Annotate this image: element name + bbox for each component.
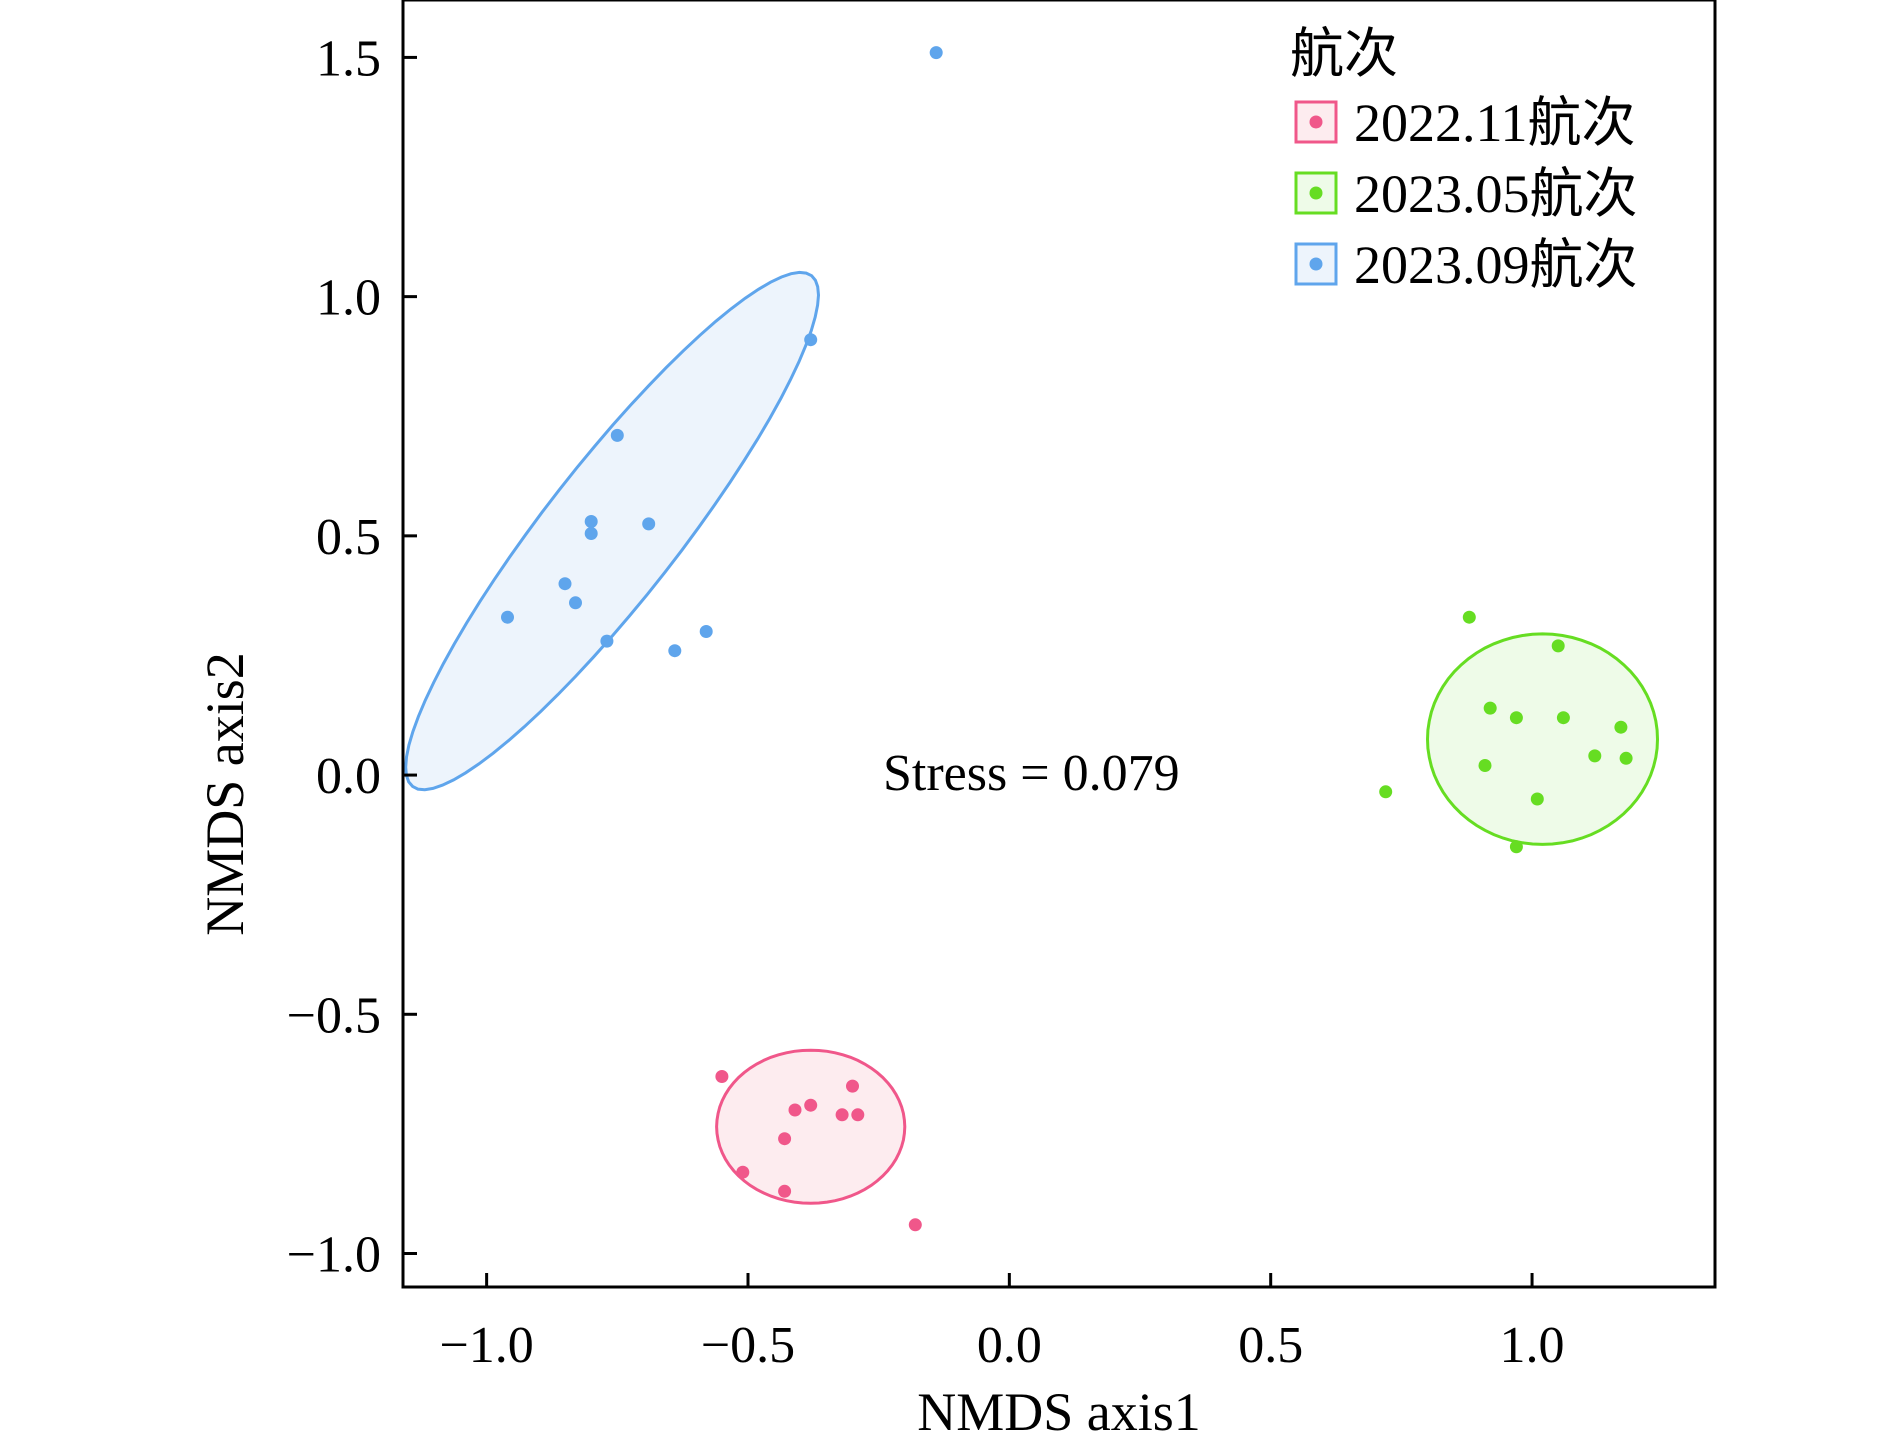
- plot-frame: [401, 0, 1717, 1289]
- data-point-series-2: [1509, 840, 1523, 854]
- legend-marker: [1309, 115, 1323, 129]
- y-tick-label: 0.0: [316, 748, 381, 805]
- y-tick-label: −0.5: [287, 987, 381, 1044]
- data-point-series-1: [851, 1108, 865, 1122]
- data-point-series-1: [736, 1165, 750, 1179]
- data-point-series-3: [668, 644, 682, 658]
- confidence-ellipse-1: [715, 1048, 907, 1205]
- legend-label: 2023.09航次: [1354, 235, 1638, 295]
- data-point-series-1: [778, 1184, 792, 1198]
- x-axis: −1.0 −0.5 0.0 0.5 1.0: [439, 1273, 1565, 1374]
- data-point-series-2: [1462, 610, 1476, 624]
- data-point-series-3: [642, 517, 656, 531]
- data-point-series-3: [610, 428, 624, 442]
- data-point-series-3: [699, 625, 713, 638]
- legend-marker: [1309, 257, 1323, 271]
- legend-items: 2022.11航次 2023.05航次 2023.09航次: [1294, 93, 1638, 295]
- x-tick-label: −0.5: [701, 1317, 795, 1374]
- stress-annotation: Stress = 0.079: [883, 745, 1180, 802]
- confidence-ellipse-3: [404, 270, 821, 792]
- data-point-series-1: [788, 1103, 802, 1117]
- y-tick-label: 0.5: [316, 509, 381, 566]
- data-point-series-1: [835, 1108, 849, 1122]
- data-point-series-3: [804, 333, 818, 347]
- data-point-series-3: [501, 610, 514, 624]
- legend-title: 航次: [1290, 24, 1398, 84]
- legend-label: 2022.11航次: [1354, 93, 1636, 153]
- data-point-series-3: [584, 515, 598, 528]
- y-tick-label: 1.0: [316, 270, 381, 327]
- data-point-series-1: [715, 1070, 729, 1083]
- data-point-series-3: [558, 577, 572, 591]
- data-point-series-1: [846, 1079, 859, 1093]
- data-point-series-3: [929, 46, 943, 60]
- x-axis-title: NMDS axis1: [917, 1382, 1201, 1442]
- data-point-series-1: [908, 1218, 922, 1232]
- confidence-ellipse-2: [1425, 632, 1660, 846]
- data-point-series-1: [778, 1132, 792, 1146]
- legend-swatch: [1294, 171, 1338, 215]
- y-tick-label: −1.0: [287, 1227, 381, 1284]
- x-tick-label: 0.5: [1238, 1317, 1303, 1374]
- data-point-series-2: [1483, 701, 1497, 715]
- data-point-series-3: [600, 634, 614, 648]
- legend-marker: [1309, 186, 1323, 200]
- data-point-series-3: [584, 527, 598, 540]
- data-point-series-2: [1588, 749, 1602, 763]
- data-point-series-3: [569, 596, 582, 610]
- y-axis-title: NMDS axis2: [195, 652, 255, 936]
- y-tick-label: 1.5: [316, 30, 381, 87]
- ellipses-layer: [404, 270, 1660, 1205]
- data-point-series-2: [1556, 711, 1570, 725]
- data-point-series-2: [1551, 639, 1565, 653]
- x-tick-label: 0.0: [977, 1317, 1042, 1374]
- legend-swatch: [1294, 242, 1338, 286]
- data-point-series-1: [804, 1098, 818, 1112]
- legend-label: 2023.05航次: [1354, 164, 1638, 224]
- data-point-series-2: [1619, 751, 1633, 765]
- data-point-series-2: [1379, 785, 1393, 799]
- data-point-series-2: [1478, 759, 1492, 772]
- points-layer: [501, 46, 1633, 1232]
- data-point-series-2: [1614, 720, 1628, 734]
- data-point-series-2: [1509, 711, 1523, 725]
- legend: 航次 2022.11航次 2023.05航次 2023.09航次: [1290, 24, 1638, 295]
- x-tick-label: −1.0: [439, 1317, 533, 1374]
- x-tick-label: 1.0: [1500, 1317, 1565, 1374]
- data-point-series-2: [1530, 792, 1544, 806]
- y-axis: −1.0 −0.5 0.0 0.5 1.0 1.5: [287, 30, 417, 1284]
